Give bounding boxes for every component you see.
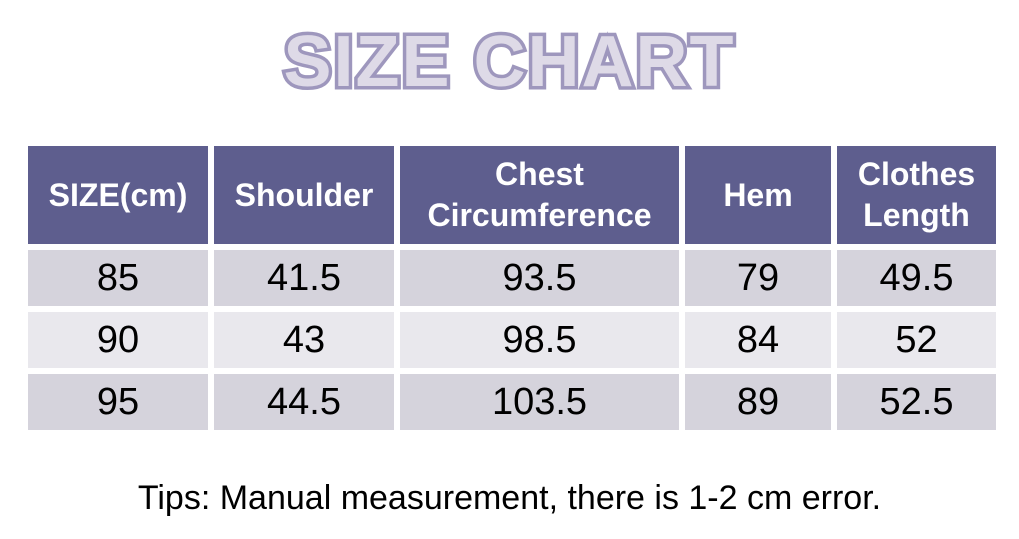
- cell-shoulder: 41.5: [211, 247, 397, 309]
- header-cell-size: SIZE(cm): [25, 143, 211, 247]
- header-cell-chest-circumference: Chest Circumference: [397, 143, 682, 247]
- cell-size: 95: [25, 371, 211, 433]
- cell-hem: 79: [682, 247, 834, 309]
- cell-hem: 84: [682, 309, 834, 371]
- page-title-fill: SIZE CHART: [283, 22, 736, 102]
- cell-clothes-length: 49.5: [834, 247, 999, 309]
- cell-shoulder: 44.5: [211, 371, 397, 433]
- cell-chest-circumference: 103.5: [397, 371, 682, 433]
- table-row-size-95: 95 44.5 103.5 89 52.5: [25, 371, 999, 433]
- cell-hem: 89: [682, 371, 834, 433]
- cell-shoulder: 43: [211, 309, 397, 371]
- cell-chest-circumference: 93.5: [397, 247, 682, 309]
- header-cell-clothes-length: Clothes Length: [834, 143, 999, 247]
- size-chart-table: SIZE(cm) Shoulder Chest Circumference He…: [25, 143, 999, 433]
- header-cell-hem: Hem: [682, 143, 834, 247]
- page-title-outline: SIZE CHART: [280, 19, 737, 106]
- header-cell-shoulder: Shoulder: [211, 143, 397, 247]
- cell-size: 90: [25, 309, 211, 371]
- cell-clothes-length: 52: [834, 309, 999, 371]
- header-row: SIZE(cm) Shoulder Chest Circumference He…: [25, 143, 999, 247]
- table-row-size-85: 85 41.5 93.5 79 49.5: [25, 247, 999, 309]
- cell-clothes-length: 52.5: [834, 371, 999, 433]
- cell-chest-circumference: 98.5: [397, 309, 682, 371]
- cell-size: 85: [25, 247, 211, 309]
- table-row-size-90: 90 43 98.5 84 52: [25, 309, 999, 371]
- page-title: SIZE CHART SIZE CHART: [0, 19, 1019, 106]
- tips-note: Tips: Manual measurement, there is 1-2 c…: [137, 479, 882, 517]
